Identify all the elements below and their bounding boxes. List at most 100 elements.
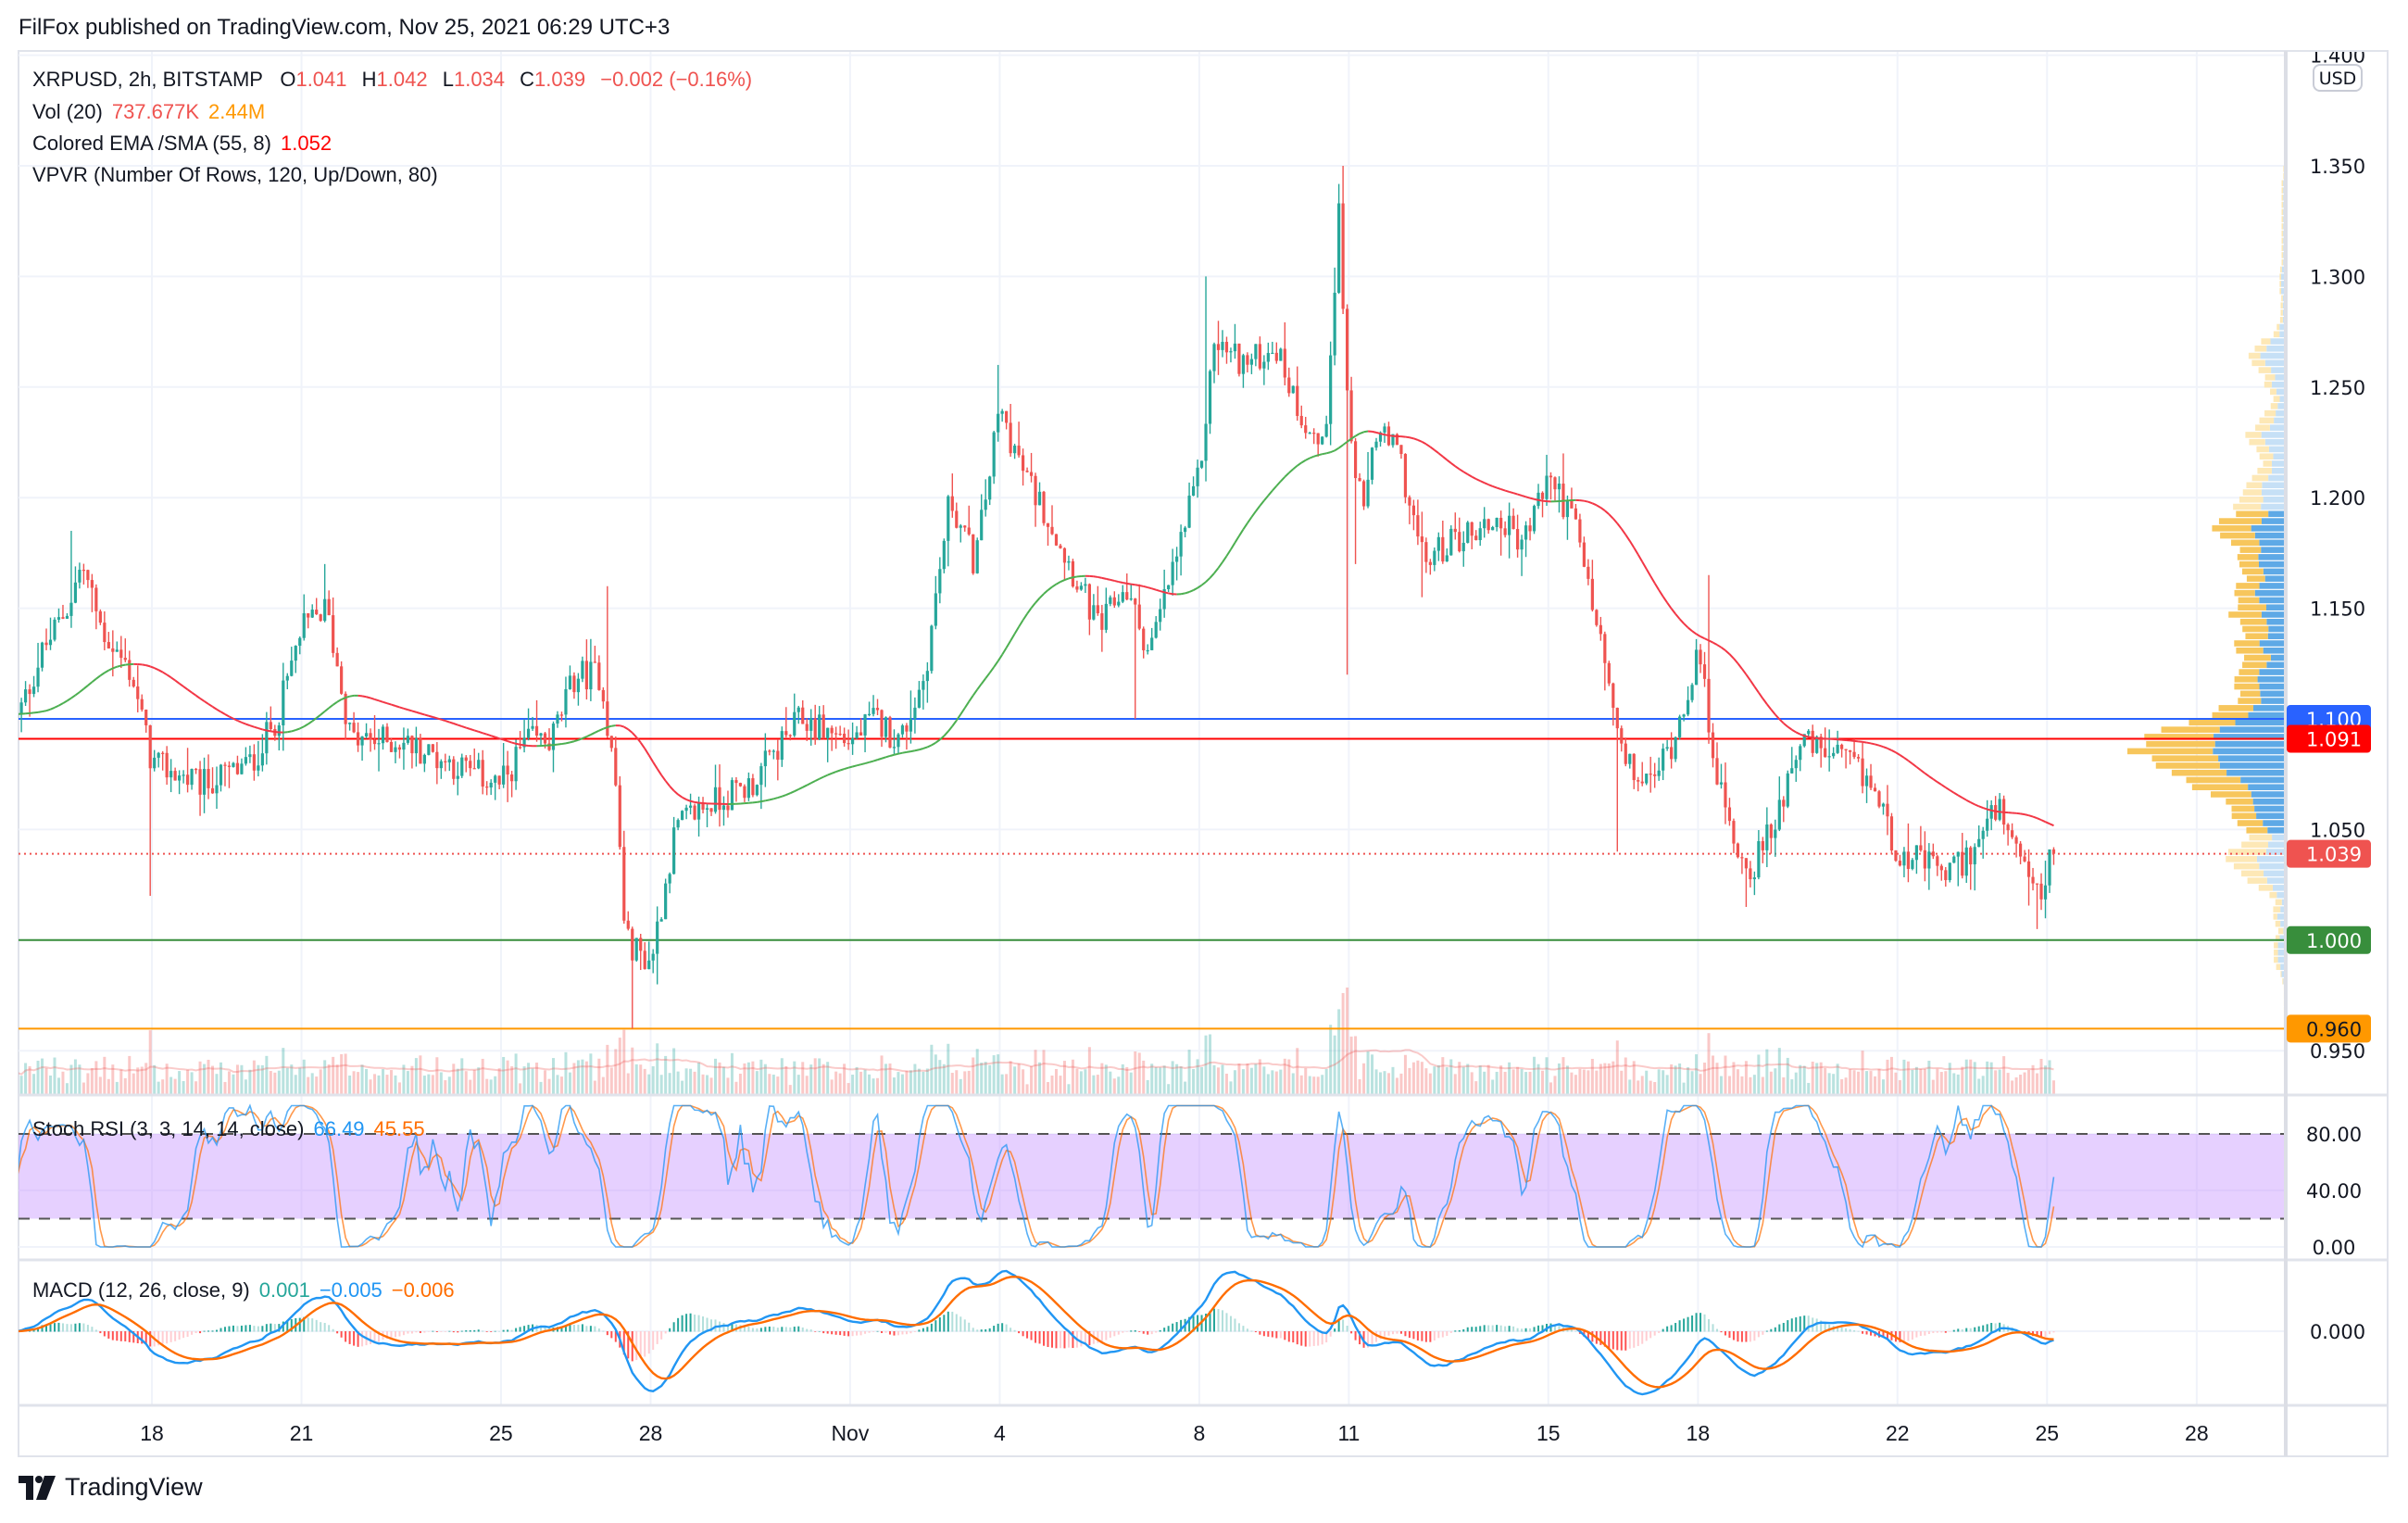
volume-bar: [1840, 1078, 1844, 1094]
volume-bar: [1703, 1063, 1707, 1094]
candle-body: [219, 764, 223, 786]
price-line-label[interactable]: 1.039: [2287, 839, 2371, 868]
macd-histogram-bar: [1965, 1328, 1968, 1332]
volume-bar: [1944, 1071, 1948, 1094]
ema-line-segment: [257, 727, 263, 731]
volume-bar: [53, 1057, 56, 1094]
candle-body: [1645, 774, 1649, 784]
candle: [69, 531, 73, 628]
candle-body: [905, 725, 909, 732]
candle-body: [1411, 505, 1416, 516]
vpvr-up-bar: [2226, 769, 2285, 776]
price-tick-label: 1.250: [2310, 377, 2365, 399]
macd-histogram-bar: [99, 1331, 102, 1334]
candle-body: [1461, 542, 1465, 552]
legend-low: 1.034: [453, 68, 506, 91]
volume-bar: [1233, 1070, 1236, 1094]
candle: [713, 764, 718, 814]
ema-line-segment: [241, 721, 246, 725]
volume-bar: [2031, 1064, 2035, 1094]
volume-bar: [352, 1071, 356, 1094]
macd-histogram-bar: [963, 1319, 966, 1332]
macd-histogram-bar: [1553, 1324, 1556, 1332]
volume-bar: [2023, 1072, 2026, 1094]
ema-line-segment: [262, 728, 268, 732]
vpvr-down-bar: [2186, 776, 2241, 784]
candle: [1595, 609, 1599, 627]
price-line-label[interactable]: 1.091: [2287, 724, 2371, 753]
volume-bar: [1067, 1084, 1071, 1094]
volume-bar: [544, 1070, 547, 1094]
candles: [16, 166, 2056, 1029]
volume-bar: [1707, 1033, 1711, 1094]
candle: [1308, 431, 1311, 434]
ema-line-segment: [399, 706, 405, 710]
macd-histogram-bar: [448, 1330, 451, 1332]
price-axis[interactable]: 1.4001.3501.3001.2501.2001.1501.0500.950…: [2287, 45, 2371, 1343]
volume-bar: [1964, 1059, 1968, 1094]
legend-main-series[interactable]: XRPUSD, 2h, BITSTAMP O1.041 H1.042 L1.03…: [32, 68, 761, 92]
candle-body: [1540, 492, 1545, 499]
price-line-label[interactable]: 0.960: [2287, 1014, 2371, 1043]
macd-histogram-bar: [1508, 1326, 1511, 1332]
macd-histogram-bar: [353, 1331, 356, 1346]
volume-bar: [1687, 1067, 1690, 1094]
ema-line-segment: [2032, 815, 2038, 820]
time-axis[interactable]: 18 21 25 28 Nov 4 8 11 15 18 22 25 28: [140, 1421, 2208, 1445]
candle: [1590, 560, 1594, 612]
candle: [2023, 850, 2026, 862]
volume-profile: [2127, 166, 2285, 1028]
ema-line-segment: [1878, 744, 1884, 749]
ema-line-segment: [1529, 497, 1535, 500]
legend-vpvr[interactable]: VPVR (Number Of Rows, 120, Up/Down, 80): [32, 163, 447, 187]
price-line-label[interactable]: 1.000: [2287, 925, 2371, 954]
ema-line-segment: [1637, 554, 1644, 562]
macd-histogram-bar: [1633, 1331, 1636, 1348]
candle: [165, 746, 169, 786]
macd-histogram-bar: [1433, 1331, 1436, 1340]
candle-body: [1852, 751, 1856, 758]
macd-histogram-bar: [1063, 1331, 1066, 1349]
ema-line-segment: [461, 725, 467, 729]
ema-line-segment: [211, 706, 218, 711]
volume-bar: [1192, 1068, 1196, 1094]
volume-bar: [868, 1074, 872, 1094]
macd-histogram-bar: [1259, 1331, 1261, 1335]
candle: [1774, 819, 1777, 857]
volume-bar: [1209, 1034, 1212, 1094]
vpvr-down-bar: [2241, 841, 2269, 849]
currency-badge[interactable]: USD: [2313, 64, 2363, 92]
candle: [643, 942, 646, 970]
volume-bar: [302, 1059, 306, 1094]
candle: [884, 716, 888, 743]
macd-histogram-bar: [1342, 1319, 1345, 1332]
ema-line-segment: [1666, 602, 1673, 610]
candle: [107, 632, 110, 649]
legend-stoch-rsi[interactable]: Stoch RSI (3, 3, 14, 14, close) 66.49 45.5…: [32, 1117, 434, 1141]
macd-histogram-bar: [797, 1326, 800, 1332]
candle: [705, 804, 709, 827]
candle-body: [402, 742, 406, 750]
vpvr-down-bar: [2270, 403, 2278, 409]
volume-bar: [1794, 1072, 1798, 1094]
tradingview-logo[interactable]: TradingView: [19, 1473, 203, 1502]
vpvr-up-bar: [2276, 891, 2285, 899]
ema-line-segment: [1160, 590, 1165, 594]
legend-ema[interactable]: Colored EMA /SMA (55, 8) 1.052: [32, 132, 341, 156]
volume-bar: [1961, 1066, 1964, 1094]
volume-bar: [1620, 1070, 1624, 1094]
candle-body: [1424, 542, 1428, 562]
legend-volume[interactable]: Vol (20) 737.677K 2.44M: [32, 100, 274, 124]
candle-body: [559, 714, 564, 716]
candle: [1603, 631, 1607, 691]
volume-bar: [1553, 1076, 1557, 1094]
candle-body: [1005, 410, 1009, 423]
volume-bar: [1712, 1055, 1715, 1094]
legend-macd[interactable]: MACD (12, 26, close, 9) 0.001 −0.005 −0.006: [32, 1278, 464, 1303]
candle-body: [16, 714, 19, 719]
macd-histogram-bar: [261, 1326, 264, 1332]
candle: [771, 749, 775, 760]
macd-histogram-bar: [1387, 1331, 1390, 1336]
candle-body: [551, 724, 556, 750]
